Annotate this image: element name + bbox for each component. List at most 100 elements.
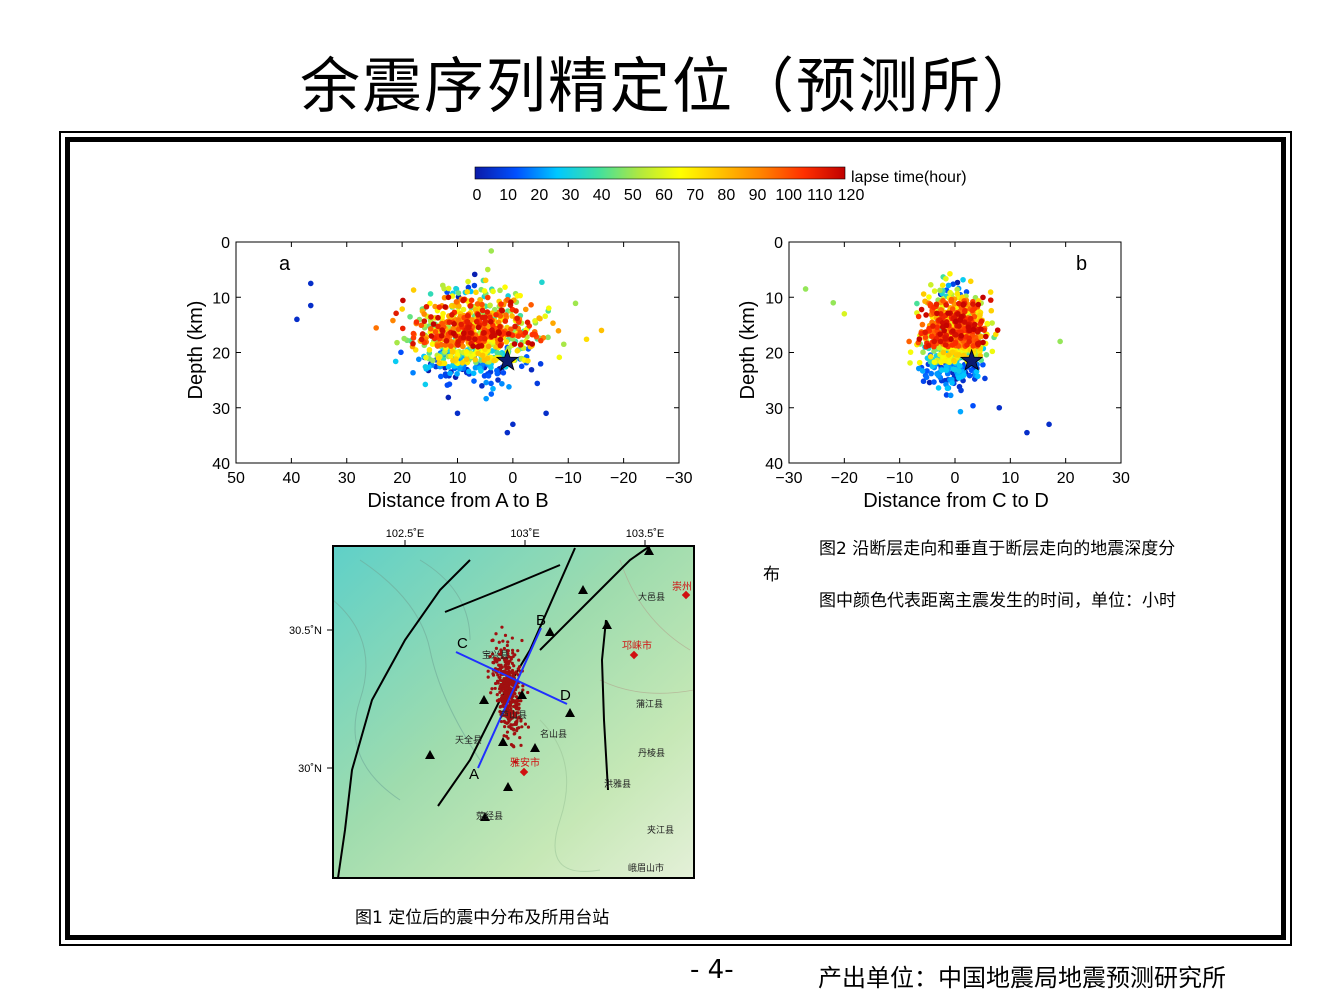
event-point: [988, 307, 995, 314]
epicenter-point: [519, 743, 523, 747]
colorbar-tick-label: 0: [473, 187, 482, 204]
event-point: [415, 356, 422, 363]
event-point: [920, 378, 927, 385]
event-point: [438, 332, 445, 339]
event-point: [506, 384, 512, 390]
x-tick-label: 30: [1112, 470, 1130, 487]
epicenter-point: [504, 712, 509, 717]
station-triangle: [517, 690, 527, 699]
event-point: [503, 339, 510, 345]
colorbar-tick-label: 70: [686, 187, 704, 204]
event-point: [992, 331, 999, 338]
station-triangle: [425, 750, 435, 759]
event-point: [449, 312, 455, 318]
event-point: [983, 352, 990, 358]
event-point: [517, 292, 523, 299]
city-marker: [681, 590, 691, 600]
event-point: [536, 315, 542, 321]
event-point: [441, 360, 448, 367]
event-point: [933, 301, 940, 308]
event-point: [952, 340, 959, 346]
event-point: [940, 297, 946, 304]
event-point: [490, 385, 496, 392]
epicenter-point: [518, 735, 522, 740]
panel-a-letter: a: [279, 253, 291, 275]
event-point: [393, 310, 399, 317]
place-label: 洪雅县: [604, 778, 631, 789]
city-marker: [629, 650, 639, 660]
event-point: [945, 282, 952, 289]
epicenter-point: [501, 639, 505, 643]
event-point: [488, 333, 495, 340]
epicenter-point: [513, 760, 518, 764]
event-point: [1057, 338, 1063, 345]
event-point: [442, 304, 448, 310]
event-point: [945, 310, 951, 316]
panel-b-ticks: −30 −20 −10 0 10 20 30 0 10 20 30 40: [765, 235, 1130, 487]
x-tick-label: 50: [227, 470, 245, 487]
event-point: [916, 359, 923, 366]
event-point: [962, 308, 968, 315]
event-point: [418, 322, 425, 329]
event-point: [481, 357, 487, 363]
event-point: [961, 319, 968, 325]
event-point: [967, 278, 974, 285]
event-point: [970, 326, 977, 333]
panel-b: −30 −20 −10 0 10 20 30 0 10 20 30 40 b Distance fro…: [737, 235, 1130, 512]
x-tick-label: 0: [951, 470, 960, 487]
event-point: [528, 366, 535, 373]
event-point: [487, 318, 494, 325]
epicenter-point: [526, 725, 531, 729]
event-point: [512, 323, 518, 330]
colorbar-tick-label: 50: [624, 187, 642, 204]
event-point: [460, 330, 467, 337]
epicenter-point: [494, 658, 498, 663]
event-point: [943, 367, 950, 374]
station-triangle: [545, 627, 555, 636]
event-point: [937, 338, 944, 345]
event-point: [489, 348, 496, 354]
epicenter-point: [505, 706, 510, 711]
panel-b-xlabel: Distance from C to D: [863, 490, 1049, 512]
epicenter-point: [513, 653, 517, 657]
event-point: [478, 368, 484, 374]
event-point: [500, 369, 507, 376]
event-point: [464, 318, 471, 325]
epicenter-point: [517, 699, 521, 703]
event-point: [956, 300, 962, 307]
epicenter-point: [490, 687, 494, 691]
event-point: [963, 289, 970, 295]
event-point: [978, 318, 985, 324]
event-point: [497, 336, 504, 343]
event-point: [446, 381, 453, 387]
event-point: [442, 371, 449, 377]
epicenter-point: [515, 671, 519, 675]
event-point: [434, 343, 441, 349]
event-point: [931, 343, 937, 350]
epicenter-point: [493, 686, 497, 691]
x-tick-label: −10: [555, 470, 582, 487]
event-point: [550, 320, 556, 326]
epicenter-point: [505, 715, 510, 719]
event-point: [428, 314, 434, 320]
panel-a-points: [294, 248, 605, 436]
epicenter-point: [488, 654, 492, 659]
event-point: [481, 373, 488, 379]
event-point: [943, 392, 950, 398]
epicenter-point: [510, 716, 514, 720]
event-point: [919, 321, 926, 328]
event-point: [439, 327, 445, 333]
epicenter-point: [501, 704, 505, 708]
event-point: [802, 286, 809, 292]
event-point: [474, 301, 481, 307]
event-point: [487, 302, 493, 309]
panel-b-ylabel: Depth (km): [737, 301, 759, 400]
event-point: [930, 323, 936, 329]
epicenter-point: [494, 646, 499, 650]
colorbar-tick-label: 20: [530, 187, 548, 204]
event-point: [429, 341, 436, 347]
event-point: [460, 334, 467, 341]
event-point: [475, 324, 482, 331]
epicenter-point: [509, 723, 513, 727]
y-tick-label: 0: [774, 235, 783, 252]
